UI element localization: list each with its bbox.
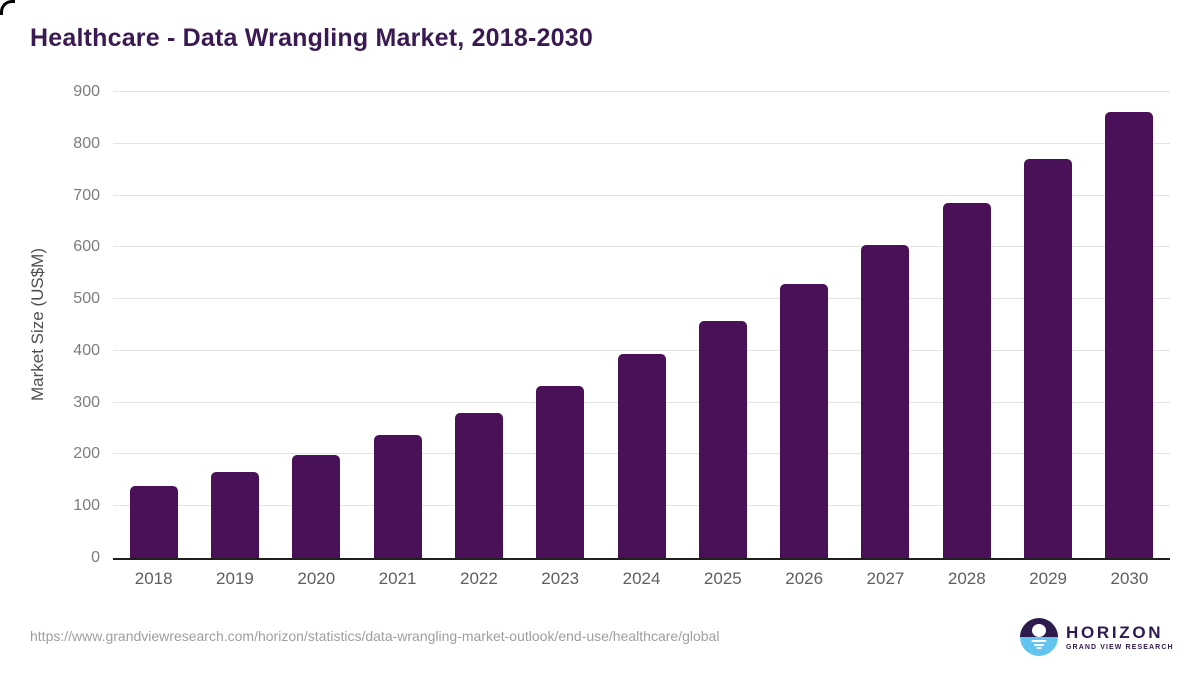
bar-2030 <box>1105 111 1154 558</box>
bar-2022 <box>454 412 503 558</box>
x-tick-2027: 2027 <box>866 569 905 588</box>
bar-slot-2025 <box>682 92 763 558</box>
bar-2027 <box>861 244 910 558</box>
y-tick-200: 200 <box>73 445 100 463</box>
bar-2028 <box>942 203 991 558</box>
x-tick-2028: 2028 <box>947 569 986 588</box>
bar-2021 <box>373 435 422 558</box>
gridline-400 <box>113 349 1170 351</box>
x-axis-labels: 2018 2019 2020 2021 2022 2023 2024 2025 2026 2027… <box>113 569 1170 589</box>
plot-area <box>113 91 1170 560</box>
y-tick-500: 500 <box>73 290 100 308</box>
horizon-sunset-icon <box>1020 618 1058 656</box>
y-tick-400: 400 <box>73 341 100 359</box>
bar-slot-2027 <box>845 92 926 558</box>
sun-reflection-line <box>1036 647 1042 649</box>
y-tick-900: 900 <box>73 83 100 100</box>
bar-2019 <box>210 471 259 558</box>
x-tick-2021: 2021 <box>378 569 417 588</box>
sun-reflection-line <box>1031 639 1047 642</box>
sun-reflection-line <box>1034 643 1044 646</box>
chart-title: Healthcare - Data Wrangling Market, 2018… <box>30 24 593 52</box>
gridline-900 <box>113 91 1170 92</box>
source-url: https://www.grandviewresearch.com/horizo… <box>30 628 720 644</box>
x-tick-2029: 2029 <box>1029 569 1067 588</box>
x-tick-2019: 2019 <box>216 569 254 588</box>
bar-2020 <box>292 455 341 558</box>
corner-artifact <box>0 0 15 15</box>
x-tick-2020: 2020 <box>297 569 336 588</box>
logo-subtitle: GRAND VIEW RESEARCH <box>1066 643 1174 651</box>
x-tick-2026: 2026 <box>785 569 824 588</box>
sun-circle <box>1032 624 1046 637</box>
bar-slot-2029 <box>1007 92 1088 558</box>
bar-slot-2023 <box>520 92 601 558</box>
gridline-500 <box>113 298 1170 300</box>
bar-slot-2030 <box>1089 92 1170 558</box>
x-tick-2024: 2024 <box>622 569 661 588</box>
bar-2023 <box>536 385 585 558</box>
x-tick-2023: 2023 <box>541 569 580 588</box>
bar-slot-2018 <box>113 92 194 558</box>
x-tick-2018: 2018 <box>134 569 173 588</box>
horizon-logo: HORIZON GRAND VIEW RESEARCH <box>1020 618 1174 656</box>
logo-title: HORIZON <box>1066 622 1164 642</box>
y-tick-700: 700 <box>73 186 100 204</box>
y-axis-tick-labels: 0 100 200 300 400 500 600 700 800 900 <box>0 83 100 566</box>
bar-2029 <box>1024 158 1073 558</box>
bar-slot-2026 <box>764 92 845 558</box>
x-tick-2022: 2022 <box>459 569 498 588</box>
y-tick-800: 800 <box>73 134 100 152</box>
y-tick-0: 0 <box>91 549 100 566</box>
bar-slot-2022 <box>438 92 519 558</box>
gridline-600 <box>113 246 1170 248</box>
logo-text: HORIZON GRAND VIEW RESEARCH <box>1066 622 1174 651</box>
gridline-700 <box>113 194 1170 196</box>
bar-slot-2020 <box>276 92 357 558</box>
bar-slot-2024 <box>601 92 682 558</box>
bar-2025 <box>698 320 747 558</box>
y-tick-600: 600 <box>73 238 100 256</box>
y-tick-100: 100 <box>73 497 100 515</box>
x-tick-2030: 2030 <box>1110 569 1149 588</box>
bar-2018 <box>129 485 178 558</box>
gridline-800 <box>113 142 1170 144</box>
y-tick-300: 300 <box>73 393 100 411</box>
bar-slot-2028 <box>926 92 1007 558</box>
bar-2026 <box>780 284 829 558</box>
bar-2024 <box>617 354 666 558</box>
bar-slot-2021 <box>357 92 438 558</box>
bar-slot-2019 <box>194 92 275 558</box>
bar-series <box>113 92 1170 558</box>
x-tick-2025: 2025 <box>703 569 742 588</box>
